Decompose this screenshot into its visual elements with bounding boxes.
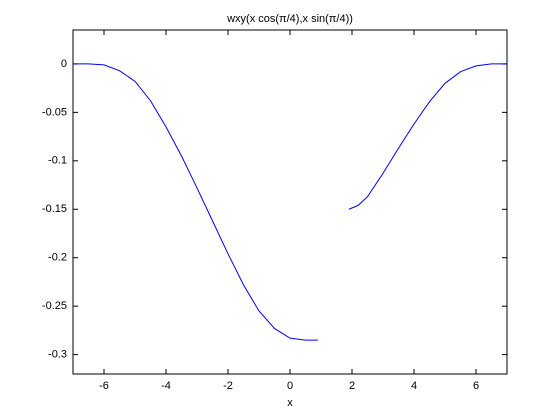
x-axis-label: x xyxy=(287,397,293,409)
x-tick-label: -6 xyxy=(99,380,109,392)
x-tick-label: -2 xyxy=(223,380,233,392)
y-tick-label: -0.05 xyxy=(42,106,67,118)
y-tick-label: -0.25 xyxy=(42,300,67,312)
y-tick-label: -0.1 xyxy=(48,155,67,167)
x-tick-label: 2 xyxy=(349,380,355,392)
x-tick-label: -4 xyxy=(161,380,171,392)
y-tick-label: -0.3 xyxy=(48,349,67,361)
x-tick-label: 4 xyxy=(411,380,417,392)
chart-title: wxy(x cos(π/4),x sin(π/4)) xyxy=(226,13,353,25)
x-tick-label: 6 xyxy=(473,380,479,392)
y-tick-label: 0 xyxy=(61,58,67,70)
y-tick-label: -0.15 xyxy=(42,203,67,215)
plot-area xyxy=(72,29,508,375)
data-line xyxy=(73,63,507,341)
y-tick-label: -0.2 xyxy=(48,252,67,264)
x-tick-label: 0 xyxy=(287,380,293,392)
